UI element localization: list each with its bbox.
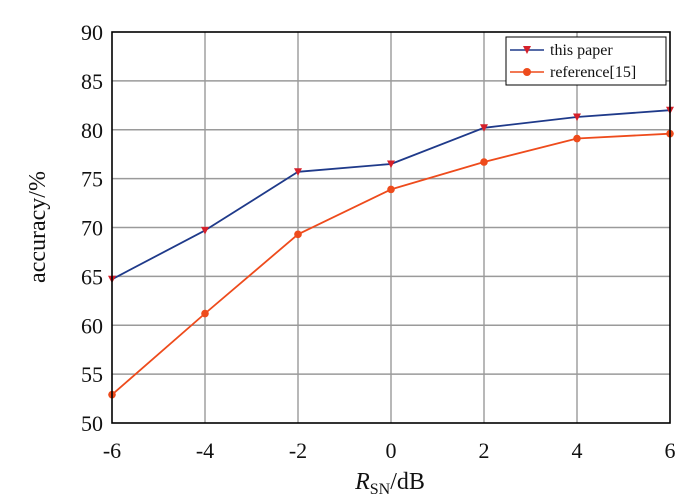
- legend-label-this-paper: this paper: [550, 42, 613, 59]
- y-tick-label: 70: [81, 216, 103, 241]
- data-point: [573, 113, 581, 122]
- x-tick-label: 0: [386, 438, 397, 463]
- x-axis-label-subscript: SN: [370, 481, 391, 498]
- legend-marker-reference: [523, 68, 531, 76]
- data-point: [480, 124, 488, 132]
- data-point: [573, 134, 581, 143]
- tick-labels: -6 -4 -2 0 2 4 6 50 55 60 65 70 75 80 85 90: [81, 20, 676, 463]
- x-axis-label: RSN/dB: [354, 469, 425, 498]
- data-point: [387, 160, 395, 168]
- y-tick-label: 85: [81, 69, 103, 94]
- x-tick-label: 6: [665, 438, 676, 463]
- y-axis-label: accuracy/%: [25, 171, 51, 283]
- y-tick-label: 90: [81, 20, 103, 45]
- x-tick-label: 2: [479, 438, 490, 463]
- data-point: [294, 168, 302, 176]
- data-point: [294, 230, 302, 239]
- legend-label-reference: reference[15]: [550, 64, 636, 81]
- y-tick-label: 65: [81, 264, 103, 289]
- y-tick-label: 50: [81, 411, 103, 436]
- x-tick-label: -2: [289, 438, 307, 463]
- x-axis-label-main: R: [354, 469, 370, 495]
- data-point: [480, 158, 488, 166]
- plot-frame: [111, 31, 671, 424]
- x-tick-label: 4: [572, 438, 583, 463]
- legend-box: [505, 36, 667, 86]
- y-tick-label: 55: [81, 362, 103, 387]
- y-tick-label: 75: [81, 167, 103, 192]
- x-tick-label: -6: [103, 438, 121, 463]
- legend: this paper reference[15]: [505, 36, 667, 86]
- data-point: [201, 226, 209, 235]
- data-point: [201, 309, 209, 318]
- x-tick-label: -4: [196, 438, 214, 463]
- y-tick-label: 60: [81, 313, 103, 338]
- y-tick-label: 80: [81, 118, 103, 143]
- legend-marker-this-paper: [523, 46, 531, 54]
- series-layer: [108, 106, 674, 399]
- x-axis-label-unit: /dB: [390, 469, 425, 495]
- data-point: [387, 185, 395, 194]
